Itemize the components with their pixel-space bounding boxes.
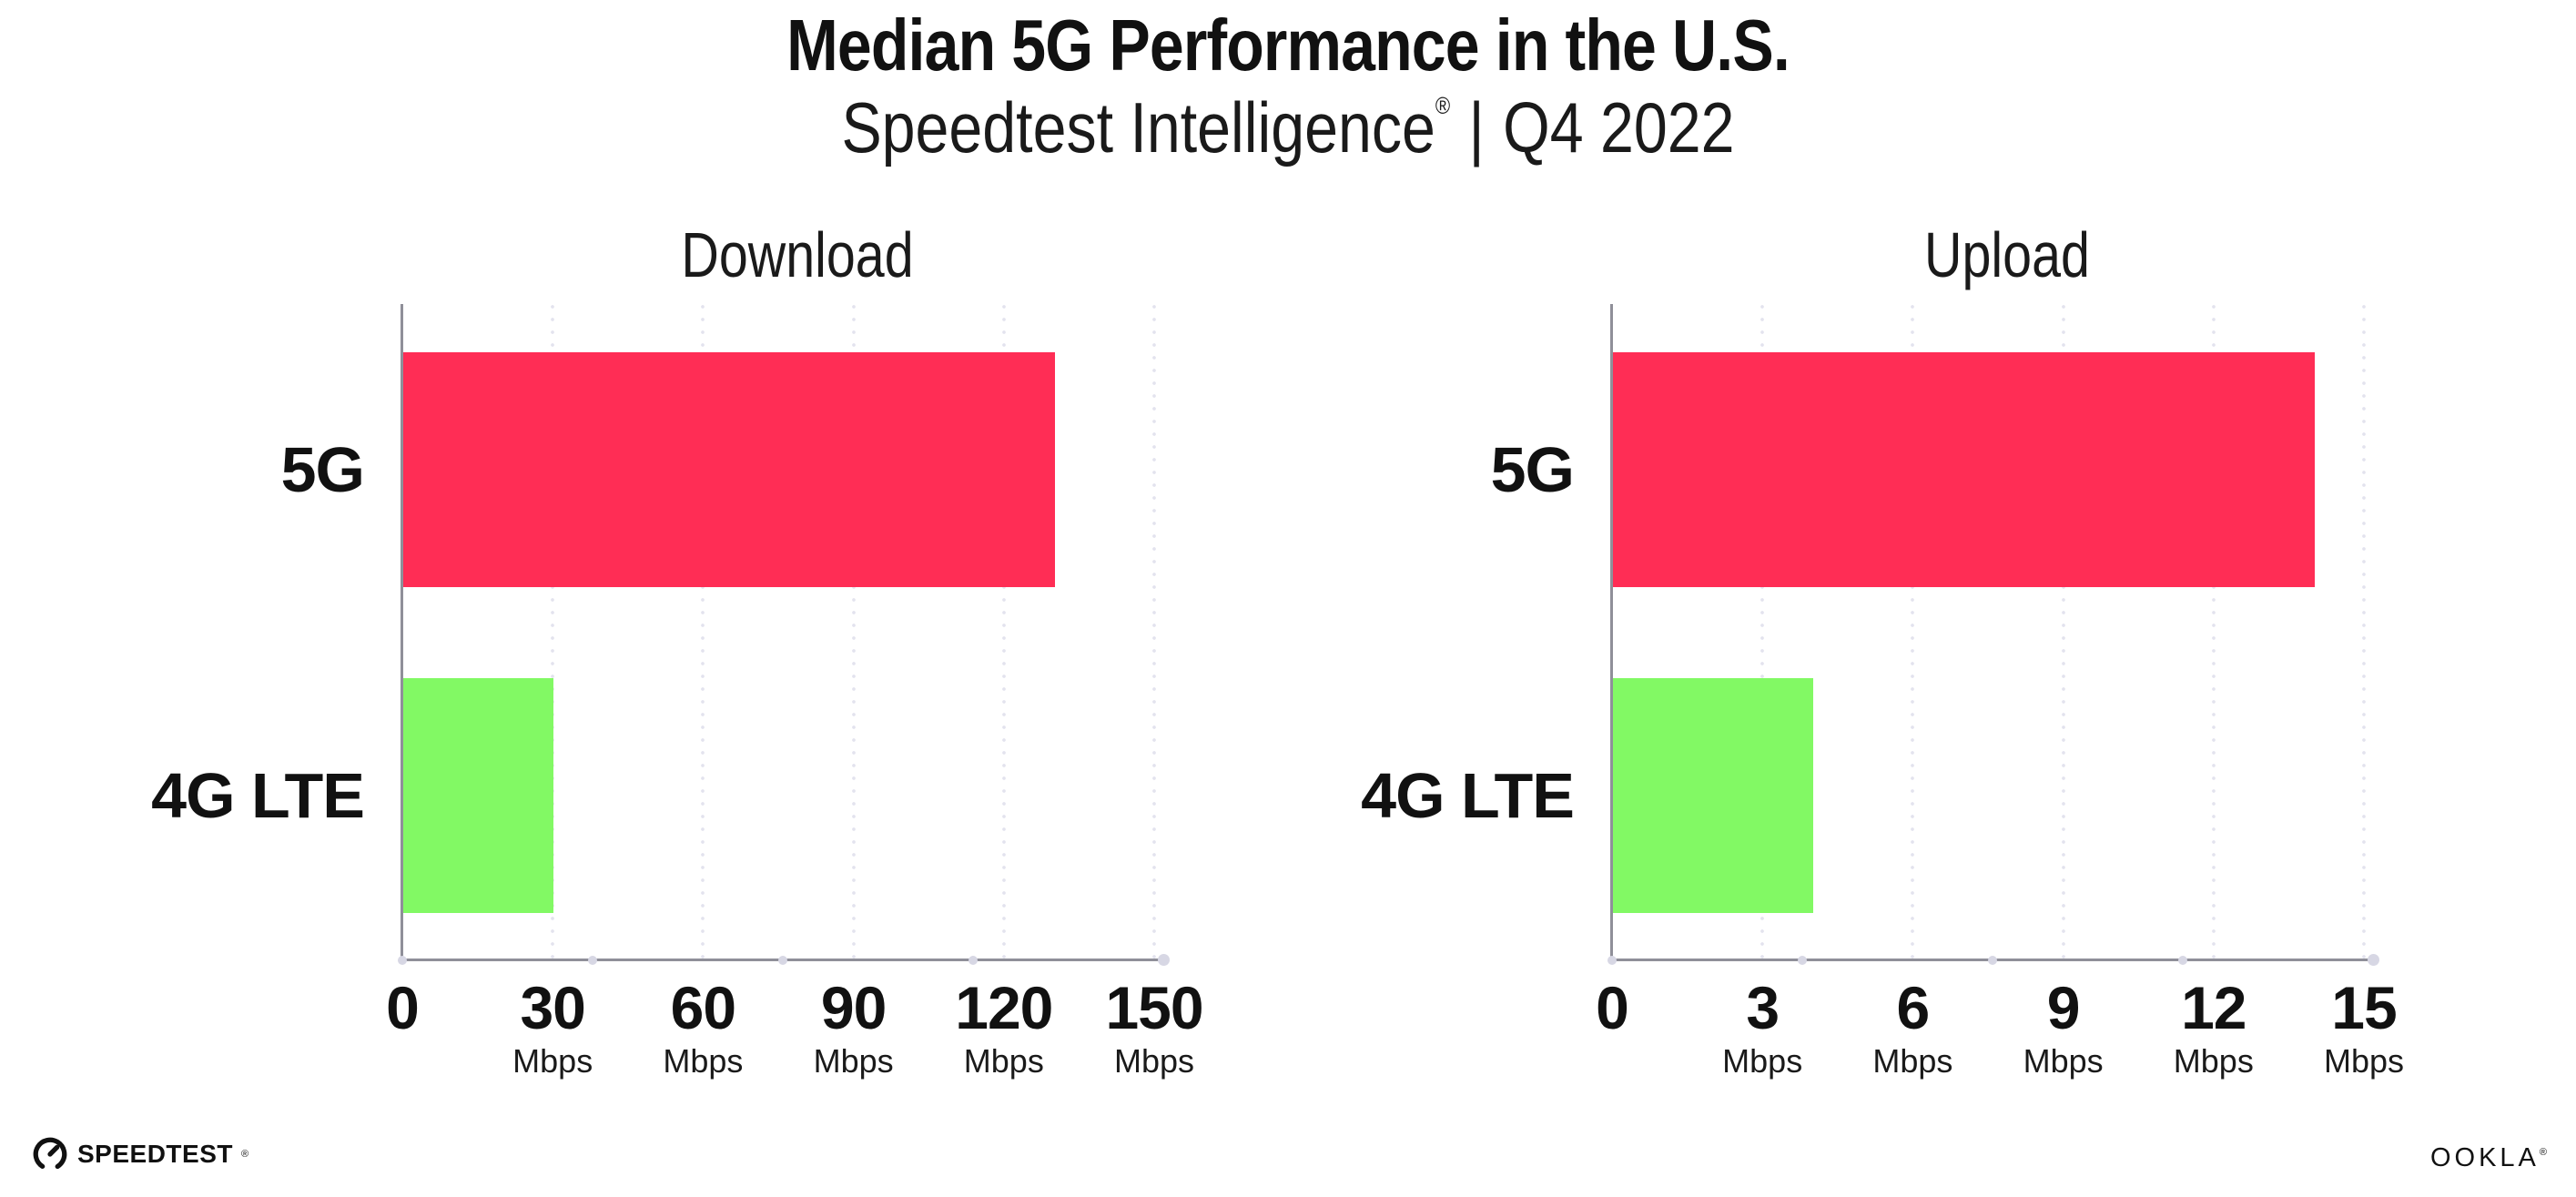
x-tick-12: 12 Mbps xyxy=(2174,978,2254,1078)
bar-5g xyxy=(1613,352,2315,587)
speedtest-logo: SPEEDTEST ® xyxy=(31,1135,248,1173)
x-tick-6: 6 Mbps xyxy=(1872,978,1952,1078)
gridline-60-mbps xyxy=(701,304,705,959)
page-subtitle: Speedtest Intelligence® | Q4 2022 xyxy=(193,90,2383,166)
axis-dot xyxy=(2367,954,2379,966)
x-tick-value: 120 xyxy=(955,974,1053,1041)
axis-dot xyxy=(1988,955,1997,965)
y-axis-line xyxy=(401,304,403,960)
gridline-9-mbps xyxy=(2061,304,2065,959)
bar-4g-lte xyxy=(403,678,554,913)
ookla-logo: OOKLA® xyxy=(2430,1143,2547,1173)
axis-dot xyxy=(588,955,597,965)
row-label-4g-lte: 4G LTE xyxy=(1361,760,1575,831)
ookla-registered-mark: ® xyxy=(2539,1147,2547,1158)
axis-dot xyxy=(778,955,787,965)
x-tick-unit: Mbps xyxy=(2173,1042,2254,1080)
x-tick-30: 30 Mbps xyxy=(512,978,593,1078)
subtitle-separator: | xyxy=(1468,87,1485,167)
x-tick-120: 120 Mbps xyxy=(955,974,1053,1080)
x-tick-value: 150 xyxy=(1105,974,1203,1041)
x-tick-value: 3 xyxy=(1746,974,1780,1041)
gridline-90-mbps xyxy=(851,304,856,959)
x-tick-90: 90 Mbps xyxy=(814,978,894,1078)
gridline-30-mbps xyxy=(551,304,555,959)
x-tick-value: 0 xyxy=(1596,974,1629,1041)
axis-dot xyxy=(398,955,407,965)
axis-dot xyxy=(969,955,978,965)
subtitle-brand: Speedtest Intelligence xyxy=(841,87,1435,167)
row-label-4g-lte: 4G LTE xyxy=(151,760,365,831)
x-tick-unit: Mbps xyxy=(1113,1042,1195,1080)
x-tick-60: 60 Mbps xyxy=(663,978,743,1078)
axis-dot xyxy=(1607,955,1617,965)
x-tick-value: 30 xyxy=(520,974,585,1041)
bar-5g xyxy=(403,352,1055,587)
x-tick-9: 9 Mbps xyxy=(2023,978,2104,1078)
speedtest-wordmark: SPEEDTEST xyxy=(77,1140,233,1168)
x-tick-unit: Mbps xyxy=(963,1042,1044,1080)
gridline-120-mbps xyxy=(1001,304,1006,959)
x-tick-value: 15 xyxy=(2331,974,2397,1041)
x-tick-150: 150 Mbps xyxy=(1105,974,1203,1080)
x-tick-value: 0 xyxy=(386,974,420,1041)
x-tick-0: 0 xyxy=(386,974,420,1041)
download-plot-area: 5G 4G LTE 0 30 Mbps 60 Mbps 90 Mbps 120 Mbps 150 Mbp… xyxy=(151,304,1204,1078)
x-tick-unit: Mbps xyxy=(1872,1042,1953,1080)
x-tick-value: 12 xyxy=(2181,974,2246,1041)
chart-title-upload: Upload xyxy=(1924,219,2090,290)
x-tick-value: 9 xyxy=(2046,974,2081,1041)
gridline-15-mbps xyxy=(2362,304,2366,959)
row-label-5g: 5G xyxy=(280,434,365,505)
axis-dot xyxy=(1157,954,1170,966)
x-tick-value: 60 xyxy=(670,974,736,1041)
x-tick-value: 6 xyxy=(1896,974,1931,1041)
registered-mark: ® xyxy=(1435,92,1451,119)
row-label-5g: 5G xyxy=(1490,434,1575,505)
ookla-wordmark: OOKLA xyxy=(2429,1143,2540,1172)
gridline-6-mbps xyxy=(1911,304,1915,959)
upload-plot-area: 5G 4G LTE 0 3 Mbps 6 Mbps 9 Mbps 12 Mbps 15 Mbps xyxy=(1361,304,2404,1078)
speedtest-gauge-icon xyxy=(33,1137,67,1172)
gridline-12-mbps xyxy=(2211,304,2216,959)
x-tick-unit: Mbps xyxy=(1722,1042,1803,1080)
page-title: Median 5G Performance in the U.S. xyxy=(786,5,1790,86)
download-chart: Download 5G 4G LTE 0 30 Mbps 60 Mbps 90 Mbps 120 M… xyxy=(151,218,1204,1129)
x-tick-unit: Mbps xyxy=(813,1042,894,1080)
upload-chart: Upload 5G 4G LTE 0 3 Mbps 6 Mbps 9 Mbps 12 Mbps 15 M… xyxy=(1361,218,2404,1129)
x-tick-15: 15 Mbps xyxy=(2324,978,2404,1078)
x-tick-unit: Mbps xyxy=(2323,1042,2405,1080)
subtitle-period: Q4 2022 xyxy=(1503,87,1735,167)
x-tick-3: 3 Mbps xyxy=(1722,978,1802,1078)
y-axis-line xyxy=(1610,304,1613,960)
speedtest-registered-mark: ® xyxy=(240,1149,249,1160)
bar-4g-lte xyxy=(1613,678,1814,913)
axis-dot xyxy=(2178,955,2187,965)
x-tick-value: 90 xyxy=(820,974,887,1041)
x-tick-unit: Mbps xyxy=(663,1042,744,1080)
gridline-3-mbps xyxy=(1760,304,1765,959)
x-tick-unit: Mbps xyxy=(2023,1042,2104,1080)
chart-title-download: Download xyxy=(681,219,914,290)
axis-dot xyxy=(1798,955,1807,965)
gridline-150-mbps xyxy=(1152,304,1156,959)
x-tick-unit: Mbps xyxy=(512,1042,593,1080)
x-tick-0: 0 xyxy=(1596,974,1629,1041)
